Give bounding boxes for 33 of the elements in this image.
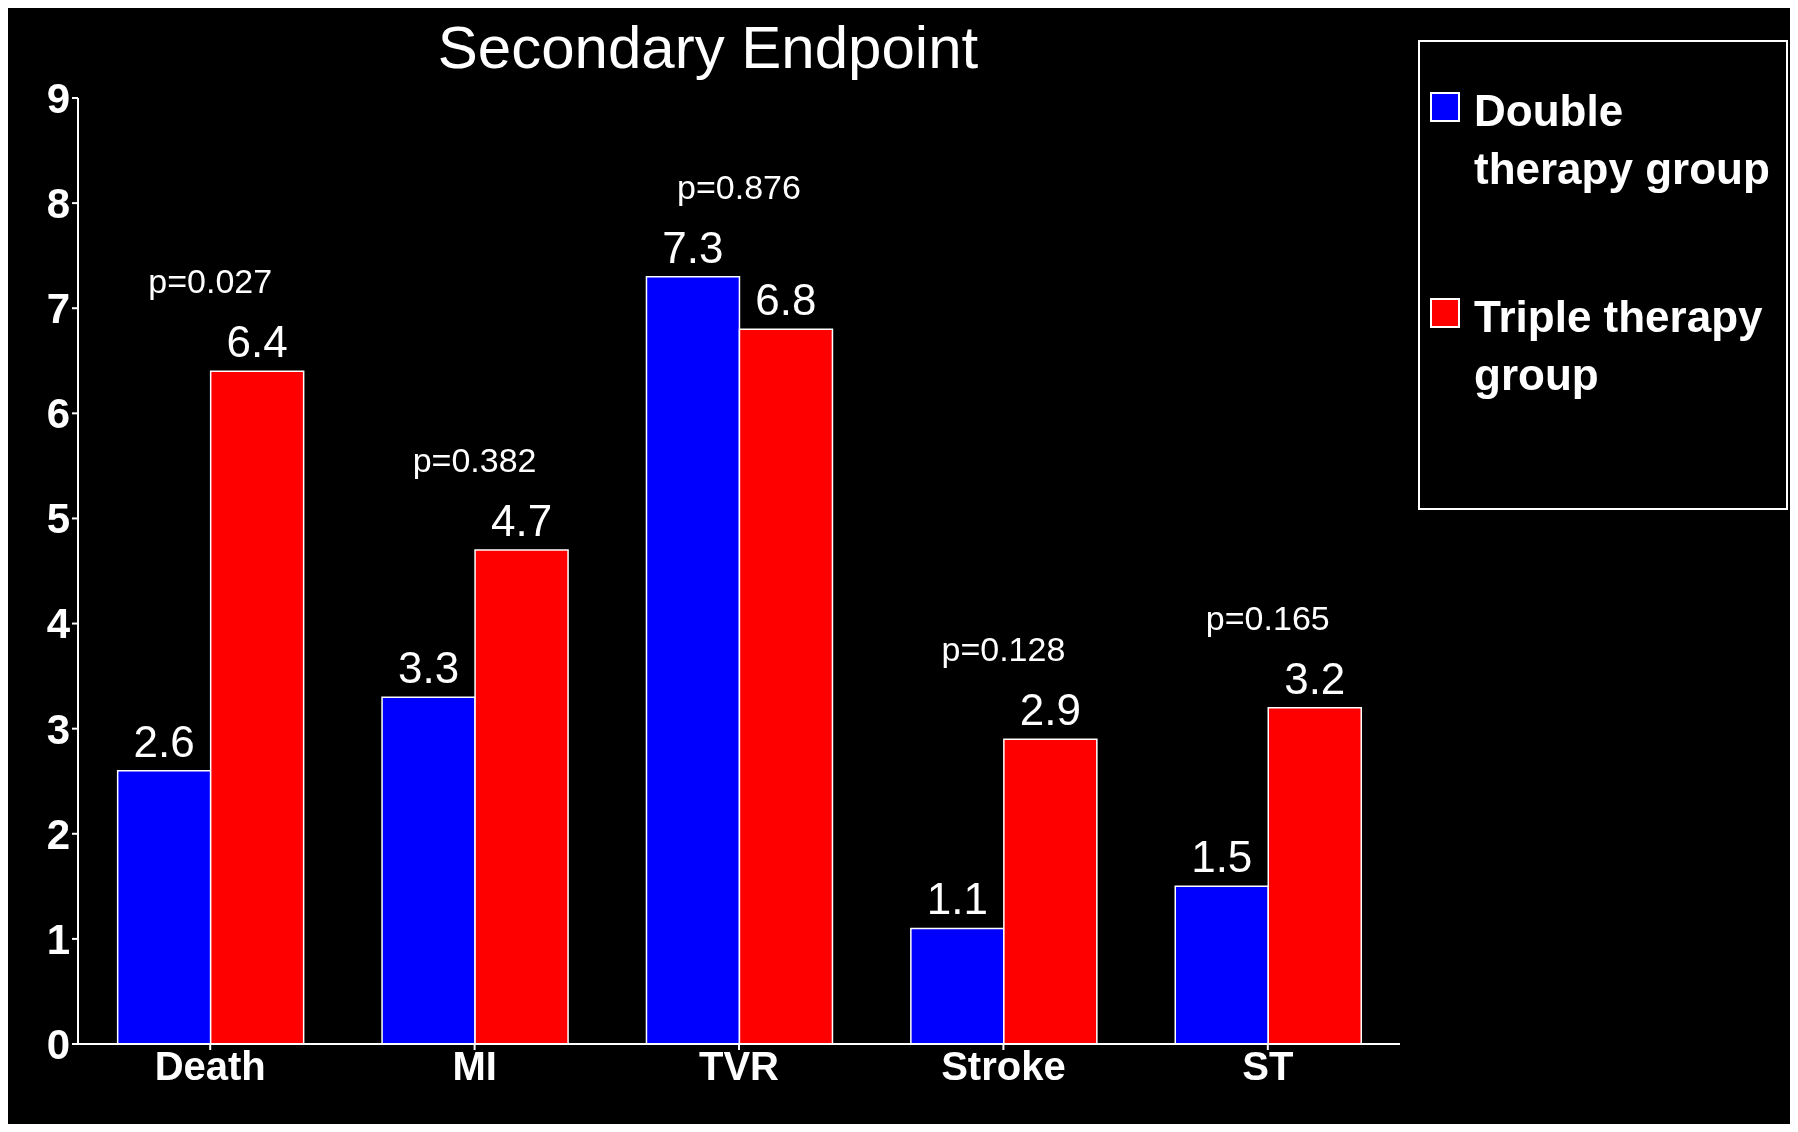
data-label: 3.3 [397, 643, 460, 693]
x-tick-label: MI [452, 1044, 497, 1089]
annotation: p=0.027 [148, 262, 273, 301]
y-tick-label: 6 [46, 390, 70, 438]
legend-label: Double therapy group [1474, 85, 1771, 195]
chart-title: Secondary Endpoint [437, 14, 979, 81]
data-label: 1.5 [1191, 832, 1253, 882]
annotation: p=0.382 [412, 440, 537, 479]
data-label: 1.1 [926, 874, 988, 924]
y-tick-label: 1 [46, 915, 70, 963]
annotation: p=0.876 [677, 167, 801, 206]
data-label: 4.7 [490, 495, 553, 545]
data-label: 7.3 [662, 222, 724, 272]
data-label: 6.4 [226, 317, 288, 367]
y-tick-label: 7 [46, 285, 70, 333]
y-tick-label: 5 [46, 495, 70, 543]
annotation: p=0.165 [1205, 598, 1330, 637]
x-tick-label: Stroke [941, 1044, 1066, 1089]
data-label: 6.8 [755, 275, 817, 325]
y-tick-label: 0 [46, 1020, 70, 1068]
data-label: 2.6 [133, 716, 195, 766]
y-tick-label: 2 [46, 810, 70, 858]
y-tick-label: 9 [46, 74, 70, 122]
y-tick-label: 4 [46, 600, 71, 648]
x-tick-label: Death [154, 1044, 266, 1089]
x-tick-label: ST [1242, 1044, 1294, 1089]
x-tick-label: TVR [699, 1044, 780, 1089]
y-tick-label: 8 [46, 180, 70, 228]
y-tick-label: 3 [46, 705, 70, 753]
data-label: 2.9 [1019, 685, 1081, 735]
legend-label: Triple therapy group [1474, 291, 1764, 401]
annotation: p=0.128 [941, 630, 1066, 669]
data-label: 3.2 [1284, 653, 1346, 703]
